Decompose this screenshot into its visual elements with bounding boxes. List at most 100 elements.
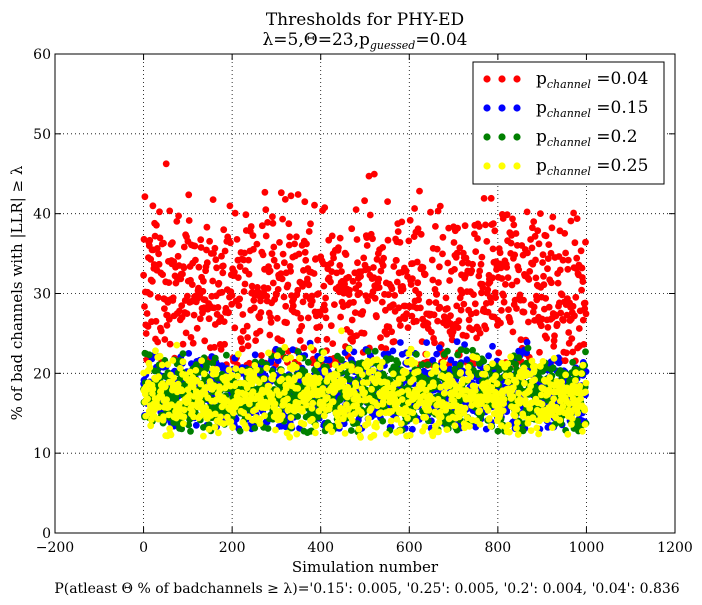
data-point [255,379,263,386]
data-point [490,220,497,228]
data-point [362,292,370,300]
data-point [239,311,247,318]
data-point [149,278,156,285]
data-point [313,361,321,369]
data-point [231,268,238,276]
data-point [532,274,540,282]
data-point [574,417,581,425]
data-point [577,247,585,255]
data-point [357,434,364,441]
data-point [461,341,468,348]
data-point [487,422,495,430]
data-point [303,401,310,409]
data-point [262,206,270,214]
data-point [393,257,400,264]
data-point [293,430,301,438]
data-point [397,339,404,346]
data-point [288,422,295,430]
data-point [219,269,227,277]
data-point [514,431,522,438]
data-point [266,331,274,339]
data-point [213,264,221,272]
data-point [304,314,312,322]
data-point [528,357,536,365]
data-point [192,421,200,429]
data-point [436,202,444,210]
data-point [223,351,230,359]
data-point [144,395,152,403]
data-point [355,396,363,404]
data-point [505,421,512,429]
data-point [565,329,573,336]
data-point [537,322,545,330]
data-point [308,292,316,300]
data-point [569,348,577,356]
data-point [382,345,390,352]
data-point [485,352,492,360]
data-point [180,413,188,421]
data-point [512,230,520,237]
data-point [277,270,285,277]
data-point [203,259,211,267]
data-point [170,258,178,266]
legend-marker [483,75,491,83]
data-point [409,409,417,417]
data-point [156,234,164,242]
data-point [517,336,525,344]
data-point [166,425,174,432]
data-point [524,249,531,257]
data-point [348,225,356,233]
data-point [273,352,281,360]
data-point [331,301,338,308]
data-point [270,256,278,264]
data-point [413,350,420,358]
data-point [147,255,155,263]
data-point [284,395,291,403]
data-point [430,311,438,319]
data-point [550,342,558,350]
data-point [261,412,268,420]
data-point [545,303,553,311]
data-point [143,310,151,317]
data-point [436,303,444,311]
data-point [286,263,294,270]
data-point [464,363,472,371]
data-point [200,370,208,378]
legend-label: pchannel =0.04 [536,69,648,91]
data-point [238,345,246,353]
data-point [432,223,439,230]
data-point [498,307,505,314]
data-point [289,302,297,310]
data-point [444,259,452,267]
data-point [195,263,203,271]
data-point [455,413,463,421]
data-point [506,372,514,379]
data-point [582,310,590,318]
data-point [189,339,197,347]
data-point [147,422,155,430]
data-point [525,387,533,395]
data-point [453,249,461,257]
data-point [540,281,548,289]
data-point [379,244,387,251]
data-point [548,279,555,287]
data-point [310,270,318,277]
data-point [358,371,366,378]
data-point [475,223,483,230]
data-point [513,424,520,432]
data-point [489,274,496,282]
data-point [220,318,228,325]
data-point [418,361,426,369]
data-point [539,259,546,266]
data-point [446,277,453,284]
data-point [287,414,295,421]
data-point [390,338,398,345]
data-point [277,367,285,375]
data-point [388,408,395,415]
data-point [572,377,579,384]
data-point [538,400,546,408]
data-point [276,239,283,246]
data-point [267,314,275,321]
data-point [183,310,191,317]
data-point [253,366,260,374]
